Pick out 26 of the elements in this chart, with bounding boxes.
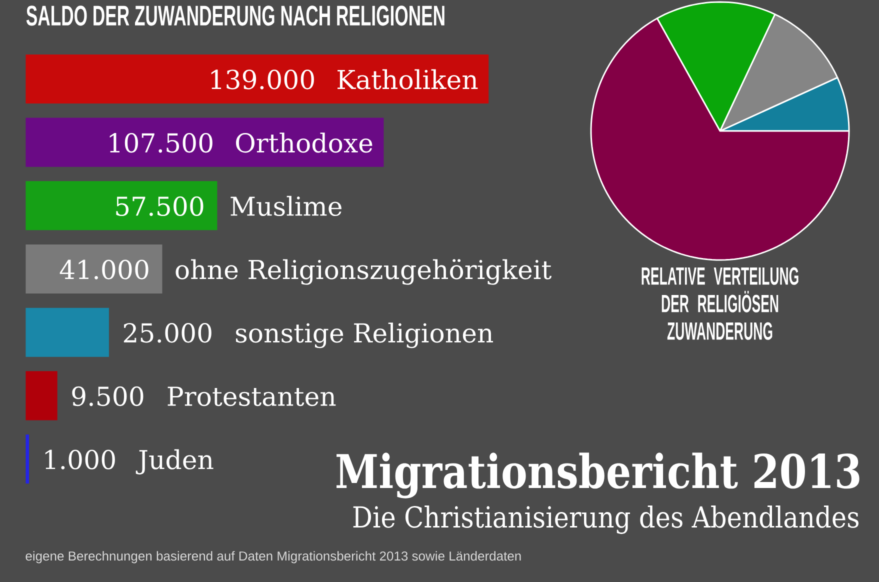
text: Die Christianisierung des Abendlandes — [353, 505, 858, 534]
data-label: 107.500 — [110, 133, 212, 153]
y-tick-label: Orthodoxe — [236, 132, 372, 153]
y-tick-label: Protestanten — [168, 386, 336, 406]
bar — [26, 118, 384, 167]
y-tick-label: Juden — [136, 449, 214, 474]
data-label: 1.000 — [45, 450, 115, 470]
data-label: 41.000 — [60, 260, 148, 280]
bar — [26, 244, 162, 294]
data-label: 139.000 — [211, 70, 314, 90]
chart-title: SALDO DER ZUWANDERUNG NACH RELIGIONEN — [26, 6, 444, 26]
bar — [26, 54, 489, 104]
data-label: 9.500 — [72, 386, 144, 406]
y-tick-label: Katholiken — [338, 69, 478, 90]
bar — [26, 434, 30, 484]
bar — [26, 181, 218, 230]
data-label: 25.000 — [124, 323, 212, 343]
text: RELATIVE VERTEILUNG DER RELIGIÖSEN ZUWANDERUNG — [642, 267, 798, 340]
bar — [26, 308, 109, 357]
text: eigene Berechnungen basierend auf Daten Migrationsbericht 2013 sowie Länderdaten — [26, 551, 521, 564]
annotation: Migrationsbericht 2013 — [336, 452, 860, 498]
data-label: 57.500 — [116, 196, 204, 216]
y-tick-label: ohne Religionszugehörigkeit — [176, 259, 552, 285]
y-tick-label: Muslime — [230, 196, 342, 216]
y-tick-label: sonstige Religionen — [236, 322, 494, 348]
bar — [26, 371, 58, 420]
